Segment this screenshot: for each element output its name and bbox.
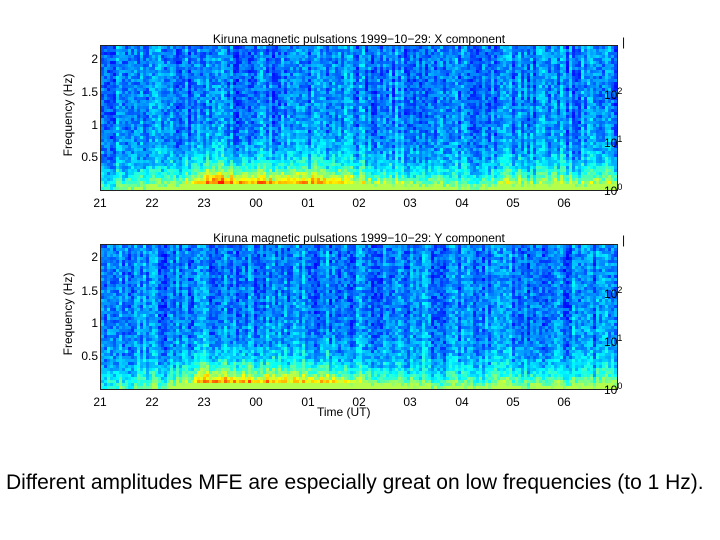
panel-y-xtick: 23 bbox=[197, 395, 211, 409]
panel-x-xtick: 00 bbox=[249, 196, 263, 210]
panel-y-xtick: 01 bbox=[301, 395, 315, 409]
spectrogram-cells bbox=[101, 46, 617, 190]
panel-y-heatmap bbox=[101, 245, 617, 389]
panel-x-xtick: 03 bbox=[403, 196, 417, 210]
panel-y-title: Kiruna magnetic pulsations 1999−10−29: Y… bbox=[213, 231, 505, 245]
panel-y-xtick: 05 bbox=[506, 395, 520, 409]
panel-x-spectrogram bbox=[100, 45, 618, 191]
panel-x-xtick: 05 bbox=[506, 196, 520, 210]
panel-x-colorbar-tick: 101 bbox=[604, 134, 623, 150]
panel-x-xtick: 06 bbox=[557, 196, 571, 210]
panel-x-xtick: 23 bbox=[197, 196, 211, 210]
panel-x-xtick: 02 bbox=[352, 196, 366, 210]
panel-y-xlabel: Time (UT) bbox=[317, 405, 371, 419]
panel-x-xtick: 22 bbox=[145, 196, 159, 210]
spectrogram-cells bbox=[101, 245, 617, 389]
panel-y-spectrogram bbox=[100, 244, 618, 390]
panel-y-xtick: 22 bbox=[145, 395, 159, 409]
panel-x-colorbar-tick: 102 bbox=[604, 86, 623, 102]
panel-x-title: Kiruna magnetic pulsations 1999−10−29: X… bbox=[212, 32, 506, 46]
panel-y-ytick: 0.5 bbox=[81, 349, 98, 363]
panel-y-colorbar-tick: 102 bbox=[604, 285, 623, 301]
panel-y-colorbar-mark: | bbox=[622, 233, 626, 247]
panel-y-colorbar-tick: 101 bbox=[604, 333, 623, 349]
panel-x-ytick: 0.5 bbox=[81, 150, 98, 164]
panel-x-ytick: 1.5 bbox=[81, 85, 98, 99]
panel-y-xtick: 06 bbox=[557, 395, 571, 409]
panel-x-ytick: 1 bbox=[91, 118, 98, 132]
panel-x-colorbar-tick: 100 bbox=[604, 182, 623, 198]
panel-y-ytick: 1.5 bbox=[81, 284, 98, 298]
panel-y-xtick: 00 bbox=[249, 395, 263, 409]
panel-x-colorbar-mark: | bbox=[622, 35, 626, 49]
panel-x-heatmap bbox=[101, 46, 617, 190]
panel-y-xtick: 21 bbox=[93, 395, 107, 409]
panel-y-xtick: 04 bbox=[455, 395, 469, 409]
panel-x-ytick: 2 bbox=[91, 52, 98, 66]
slide-caption: Different amplitudes MFE are especially … bbox=[6, 471, 704, 494]
panel-y-ytick: 2 bbox=[91, 250, 98, 264]
panel-x-xtick: 01 bbox=[301, 196, 315, 210]
panel-x-xtick: 21 bbox=[93, 196, 107, 210]
panel-y-colorbar-tick: 100 bbox=[604, 381, 623, 397]
panel-y-xtick: 02 bbox=[352, 395, 366, 409]
panel-x-xtick: 04 bbox=[455, 196, 469, 210]
panel-y-ytick: 1 bbox=[91, 316, 98, 330]
panel-y-xtick: 03 bbox=[403, 395, 417, 409]
